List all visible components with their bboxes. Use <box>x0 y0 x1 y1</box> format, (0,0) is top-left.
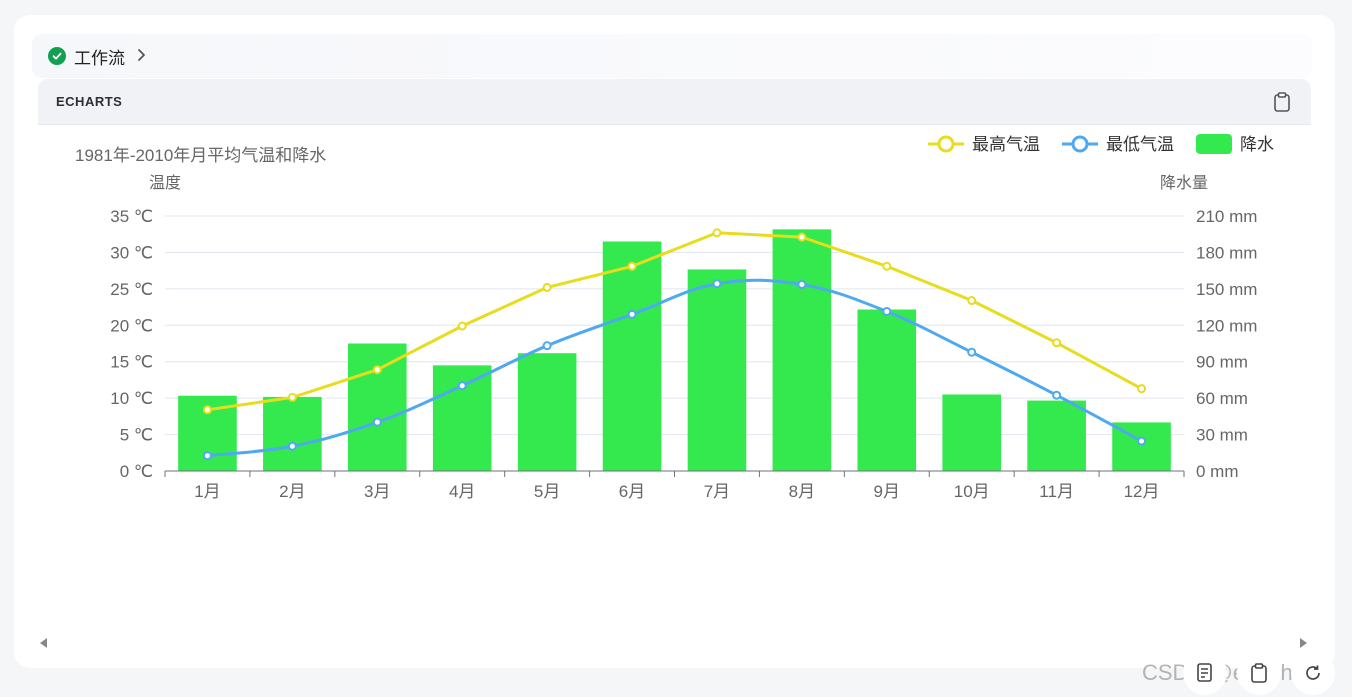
point-1-11 <box>1052 338 1062 348</box>
bar-3 <box>347 343 407 471</box>
y-right-tick-label: 180 mm <box>1196 243 1257 262</box>
y-left-tick-label: 25 ℃ <box>110 280 153 299</box>
bar-7 <box>687 269 747 471</box>
x-tick-label: 1月 <box>194 482 220 501</box>
x-tick-label: 4月 <box>449 482 475 501</box>
point-1-4 <box>457 321 467 331</box>
y-right-tick-label: 60 mm <box>1196 389 1248 408</box>
point-2-9 <box>882 306 892 316</box>
y-right-tick-label: 90 mm <box>1196 353 1248 372</box>
bar-8 <box>772 229 832 471</box>
legend-marker-1 <box>937 135 955 153</box>
y-right-tick-label: 120 mm <box>1196 316 1257 335</box>
y-left-tick-label: 30 ℃ <box>110 243 153 262</box>
point-1-12 <box>1137 384 1147 394</box>
chart-title: 1981年-2010年月平均气温和降水 <box>75 146 326 165</box>
x-tick-label: 10月 <box>954 482 990 501</box>
point-1-8 <box>797 232 807 242</box>
y-left-axis-label: 温度 <box>149 174 181 192</box>
scroll-right-icon[interactable] <box>1300 638 1307 648</box>
legend-label-1: 最高气温 <box>972 135 1040 154</box>
series-line-2 <box>207 278 1143 458</box>
document-icon[interactable] <box>1183 651 1227 695</box>
point-2-1 <box>202 451 212 461</box>
y-right-tick-label: 210 mm <box>1196 207 1257 226</box>
point-2-2 <box>287 441 297 451</box>
x-tick-label: 6月 <box>619 482 645 501</box>
clipboard-icon[interactable] <box>1269 89 1295 115</box>
bar-10 <box>942 394 1002 471</box>
point-2-4 <box>457 381 467 391</box>
y-left-tick-label: 20 ℃ <box>110 316 153 335</box>
echarts-panel: ECHARTS 1981年-2010年月平均气温和降水温度 降水量 0 ℃ 0 mm 5… <box>38 79 1311 624</box>
point-1-2 <box>287 392 297 402</box>
point-2-11 <box>1052 390 1062 400</box>
x-tick-label: 12月 <box>1124 482 1160 501</box>
x-tick-label: 11月 <box>1039 482 1074 501</box>
chart-area: 1981年-2010年月平均气温和降水温度 降水量 0 ℃ 0 mm 5 ℃ 30 mm 1… <box>38 126 1311 624</box>
point-1-1 <box>202 405 212 415</box>
check-circle-icon <box>48 47 66 65</box>
scroll-left-icon[interactable] <box>40 638 47 648</box>
point-1-3 <box>372 365 382 375</box>
horizontal-scrollbar[interactable] <box>38 634 1311 652</box>
point-2-3 <box>372 417 382 427</box>
workflow-header[interactable]: 工作流 <box>32 34 1312 78</box>
point-2-6 <box>627 309 637 319</box>
bar-9 <box>857 309 917 471</box>
x-tick-label: 5月 <box>534 482 560 501</box>
y-right-tick-label: 0 mm <box>1196 462 1239 481</box>
point-1-9 <box>882 261 892 271</box>
y-right-tick-label: 150 mm <box>1196 280 1257 299</box>
bar-11 <box>1027 400 1086 471</box>
bar-5 <box>517 353 577 471</box>
bar-2 <box>263 396 322 471</box>
y-right-axis-label: 降水量 <box>1160 174 1208 192</box>
point-2-8 <box>797 279 807 289</box>
series-line-1 <box>207 231 1143 412</box>
chevron-right-icon[interactable] <box>137 46 147 67</box>
copy-icon[interactable] <box>1237 651 1281 695</box>
point-1-6 <box>627 261 637 271</box>
point-2-7 <box>712 279 722 289</box>
x-tick-label: 7月 <box>704 482 730 501</box>
x-tick-label: 2月 <box>279 482 305 501</box>
y-left-tick-label: 15 ℃ <box>110 353 153 372</box>
y-left-tick-label: 35 ℃ <box>110 207 153 226</box>
panel-title: ECHARTS <box>56 94 123 109</box>
workflow-label: 工作流 <box>74 48 125 68</box>
y-right-tick-label: 30 mm <box>1196 426 1248 445</box>
point-2-5 <box>542 341 552 351</box>
bottom-toolbar <box>1183 651 1335 695</box>
point-1-5 <box>542 282 552 292</box>
point-2-10 <box>967 347 977 357</box>
x-tick-label: 3月 <box>364 482 390 501</box>
legend-marker-3 <box>1196 134 1232 154</box>
bar-4 <box>432 365 492 471</box>
refresh-icon[interactable] <box>1291 651 1335 695</box>
point-1-10 <box>967 296 977 306</box>
point-2-12 <box>1137 436 1147 446</box>
y-left-tick-label: 10 ℃ <box>110 389 153 408</box>
y-left-tick-label: 0 ℃ <box>120 462 153 481</box>
panel-header: ECHARTS <box>38 79 1311 125</box>
legend-label-3: 降水 <box>1240 135 1274 154</box>
legend-label-2: 最低气温 <box>1106 135 1174 154</box>
y-left-tick-label: 5 ℃ <box>120 426 153 445</box>
x-tick-label: 9月 <box>874 482 900 501</box>
x-tick-label: 8月 <box>789 482 815 501</box>
point-1-7 <box>712 228 722 238</box>
legend-marker-2 <box>1071 135 1089 153</box>
bar-6 <box>602 241 662 471</box>
